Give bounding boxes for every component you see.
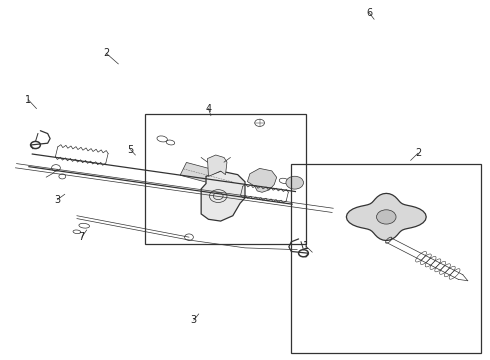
Text: 2: 2 [415, 148, 421, 158]
Polygon shape [201, 171, 245, 221]
Bar [145, 114, 306, 244]
Text: 3: 3 [54, 195, 60, 204]
Polygon shape [180, 162, 237, 189]
Text: 3: 3 [191, 315, 197, 325]
Circle shape [376, 210, 396, 224]
Text: 2: 2 [103, 48, 109, 58]
Text: 4: 4 [205, 104, 212, 113]
Circle shape [286, 176, 303, 189]
Text: 7: 7 [79, 232, 85, 242]
Polygon shape [346, 193, 426, 240]
Text: 5: 5 [127, 145, 134, 155]
Bar [291, 164, 481, 353]
Polygon shape [207, 155, 227, 176]
Text: 6: 6 [366, 8, 372, 18]
Polygon shape [247, 168, 277, 192]
Text: 1: 1 [303, 241, 309, 251]
Text: 1: 1 [25, 95, 31, 105]
